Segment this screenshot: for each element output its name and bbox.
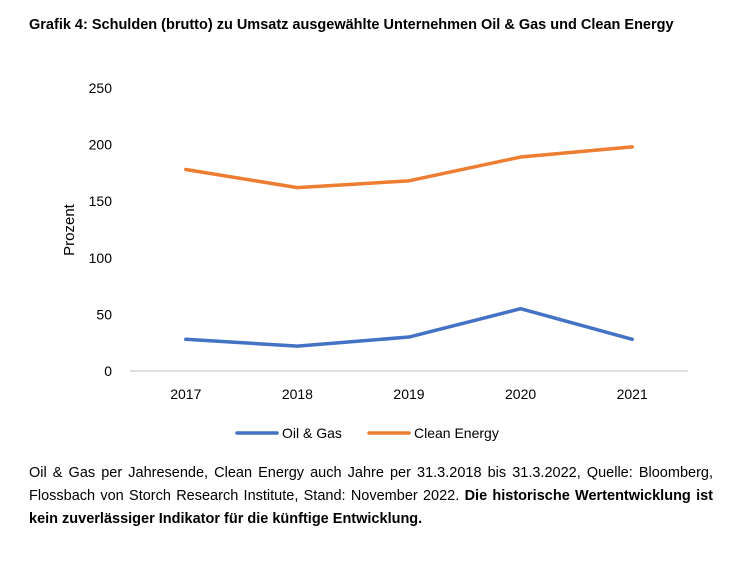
y-tick-label: 150 — [89, 193, 113, 209]
y-tick-label: 100 — [89, 250, 113, 266]
y-tick-label: 250 — [89, 80, 113, 96]
footnote-disclaimer: Die historische Wertentwicklung ist kein… — [29, 488, 713, 527]
y-tick-labels: 0 50 100 150 200 250 — [89, 80, 113, 379]
x-tick-label: 2021 — [617, 386, 648, 402]
x-tick-labels: 2017 2018 2019 2020 2021 — [170, 386, 648, 402]
footnote-text: Oil & Gas per Jahresende, Clean Energy a… — [29, 465, 713, 504]
y-axis-label: Prozent — [61, 203, 78, 256]
x-tick-label: 2018 — [282, 386, 313, 402]
y-tick-label: 50 — [96, 306, 112, 322]
chart-legend: Oil & Gas Clean Energy — [235, 425, 499, 441]
footnote: Oil & Gas per Jahresende, Clean Energy a… — [29, 462, 713, 531]
legend-label-clean-energy: Clean Energy — [414, 425, 499, 441]
x-tick-label: 2020 — [505, 386, 536, 402]
series-line-oil-gas — [184, 306, 634, 348]
series-lines — [184, 145, 634, 348]
y-tick-label: 0 — [104, 363, 112, 379]
legend-label-oil-gas: Oil & Gas — [282, 425, 342, 441]
x-tick-label: 2017 — [170, 386, 201, 402]
chart-title: Grafik 4: Schulden (brutto) zu Umsatz au… — [29, 17, 674, 33]
y-tick-label: 200 — [89, 137, 113, 153]
series-line-clean-energy — [184, 145, 634, 190]
line-chart: 0 50 100 150 200 250 2017 2018 2019 2020 2021 Pro… — [61, 80, 688, 441]
x-tick-label: 2019 — [393, 386, 424, 402]
